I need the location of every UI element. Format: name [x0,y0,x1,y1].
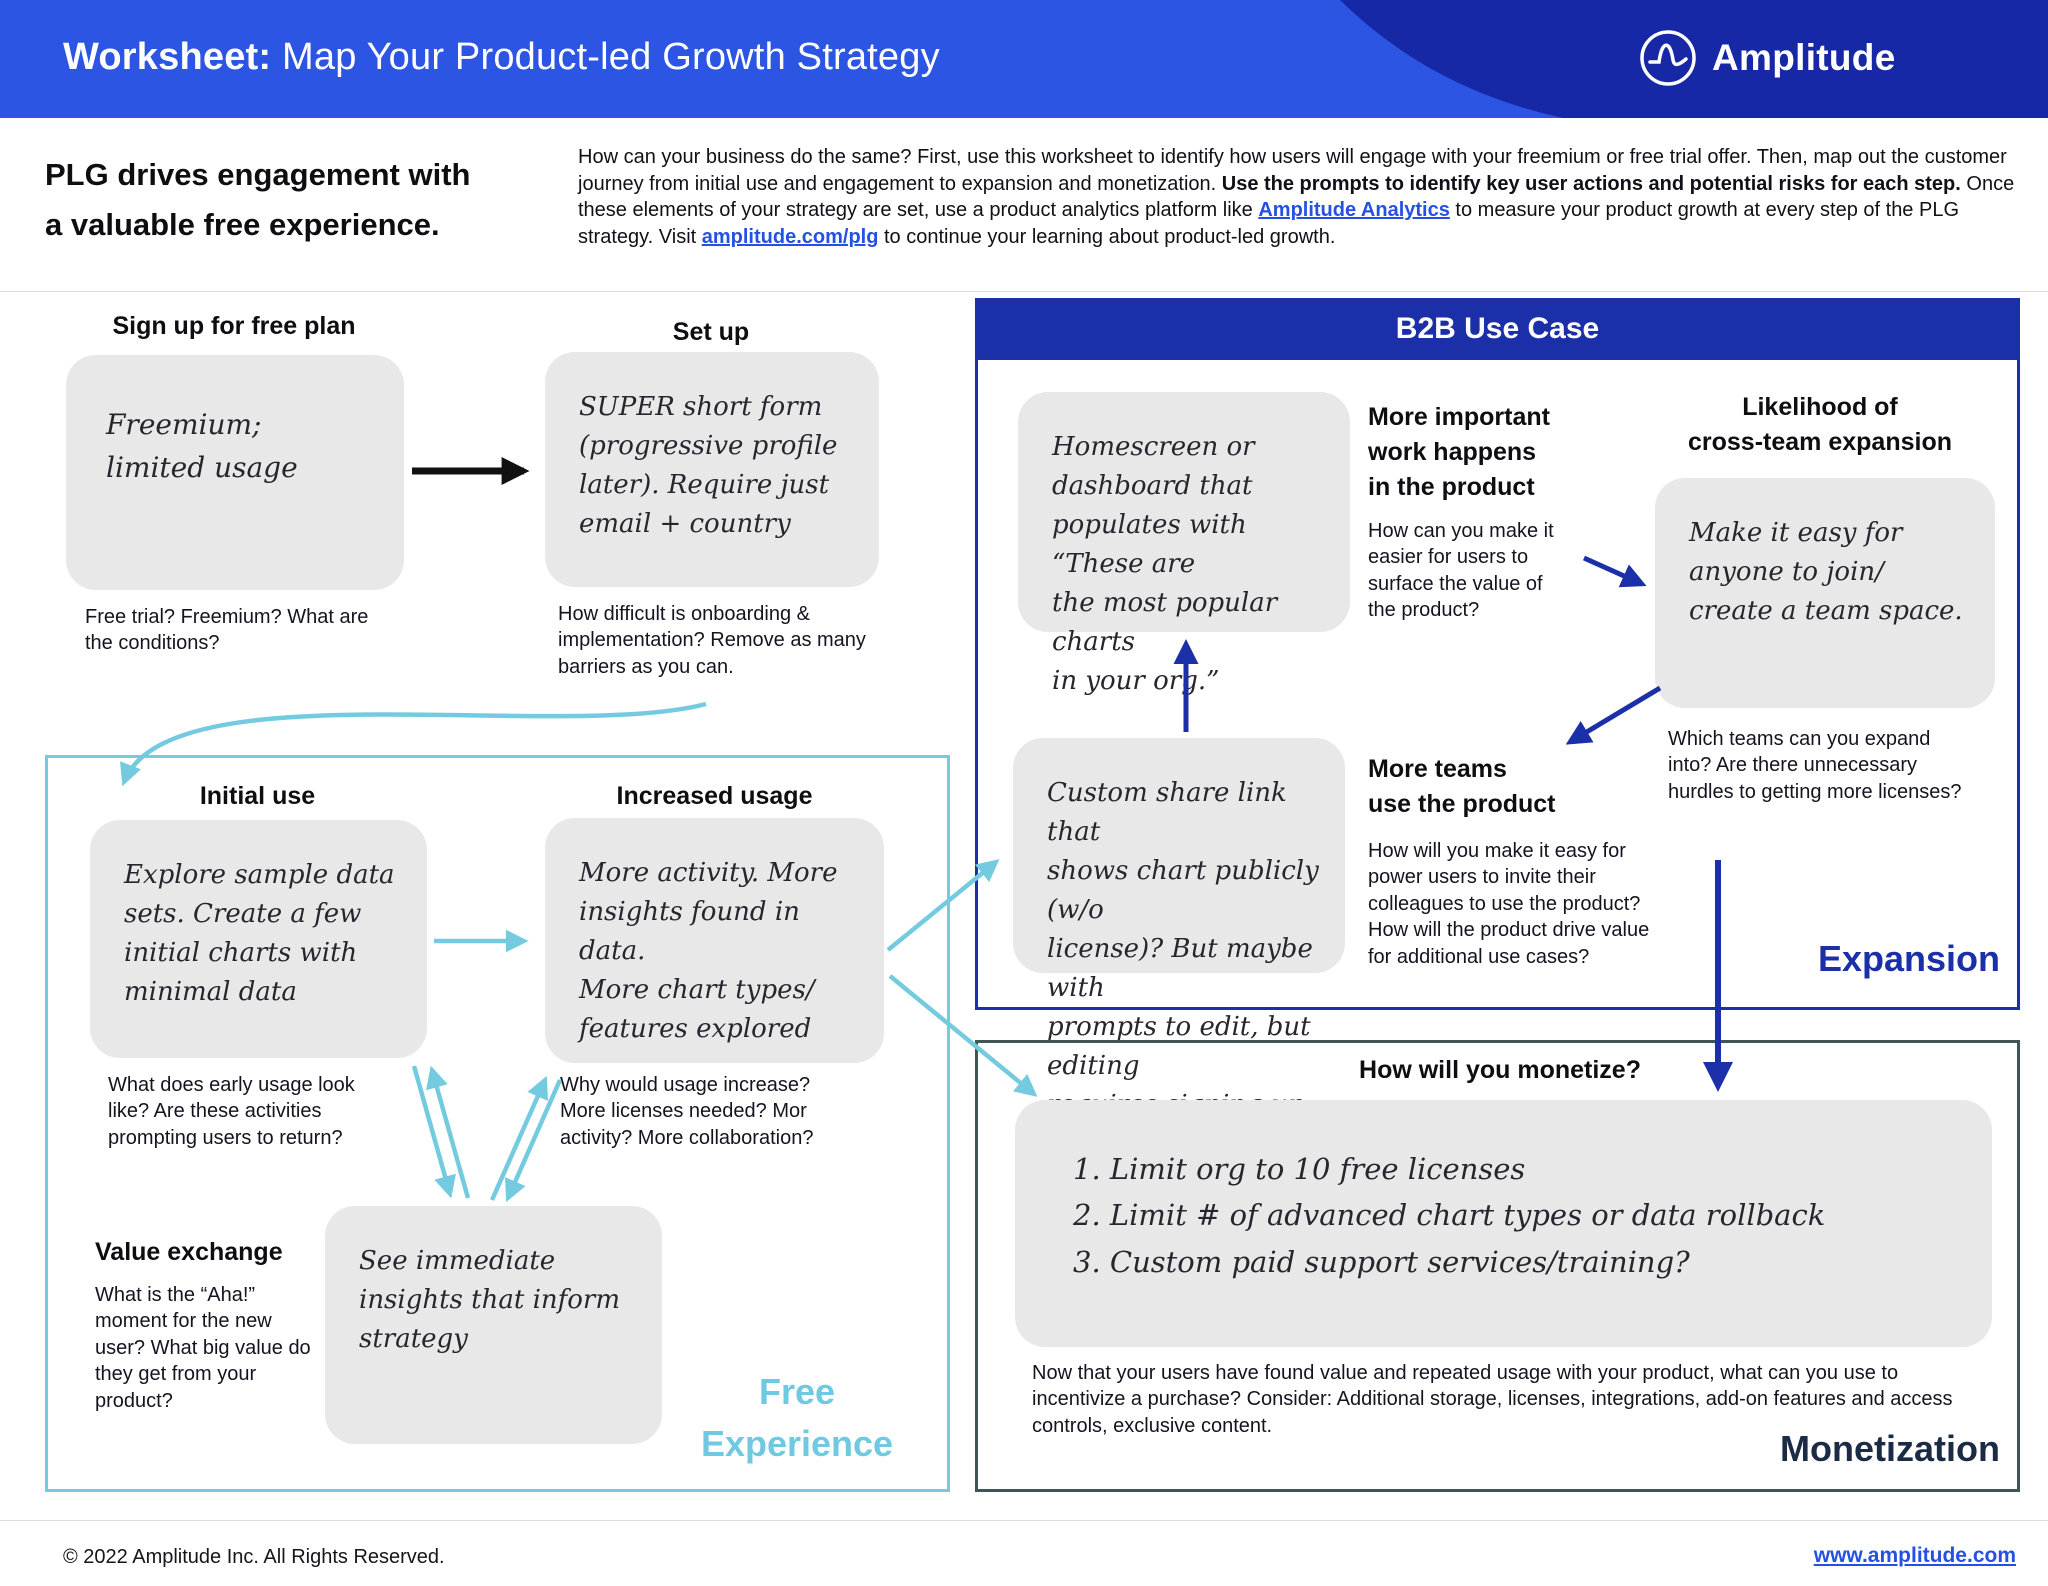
more-teams-heading: More teams use the product [1368,755,1556,818]
more-important-heading: More important work happens in the produ… [1368,403,1550,501]
copyright-text: © 2022 Amplitude Inc. All Rights Reserve… [63,1546,445,1568]
amplitude-website-link[interactable]: www.amplitude.com [1813,1544,2016,1567]
intro-text-3: to measure your product growth at every … [578,199,1960,248]
brand-name: Amplitude [1712,37,1896,78]
intro-headline: PLG drives engagement with a valuable fr… [45,157,471,242]
amplitude-plg-link[interactable]: amplitude.com/plg [701,225,879,248]
monetization-label: Monetization [1780,1428,2000,1469]
setup-note-box: SUPER short form (progressive profile la… [545,352,879,587]
setup-heading: Set up [672,318,750,346]
monetize-note-line: 1. Limit org to 10 free licenses [1073,1152,1526,1186]
monetization-container [975,1040,2020,1492]
more-important-caption: How can you make it easier for users to … [1368,520,1554,622]
insights-note-box: See immediate insights that inform strat… [325,1206,662,1444]
setup-caption: How difficult is onboarding & implementa… [558,603,866,678]
increased-usage-heading: Increased usage [616,782,813,810]
intro-text-bold: Use the prompts to identify key user act… [1221,172,1961,195]
likelihood-heading: Likelihood of cross-team expansion [1688,393,1952,456]
b2b-title-bar: B2B Use Case [975,298,2020,360]
intro-text-4: to continue your learning about product-… [878,225,1336,248]
monetize-note-line: 2. Limit # of advanced chart types or da… [1073,1198,1826,1233]
monetize-heading: How will you monetize? [1359,1056,1641,1084]
expansion-label: Expansion [1817,938,2000,979]
signup-heading: Sign up for free plan [112,312,356,340]
intro-paragraph: How can your business do the same? First… [578,144,2026,250]
amplitude-logo-icon [1640,30,1696,86]
page-title-rest: Map Your Product-led Growth Strategy [271,36,940,78]
value-exchange-caption: What is the “Aha!” moment for the new us… [95,1284,311,1412]
initial-use-note-box: Explore sample data sets. Create a few i… [90,820,427,1058]
initial-use-caption: What does early usage look like? Are the… [108,1074,355,1149]
brand: Amplitude [1638,28,1896,88]
which-teams-caption: Which teams can you expand into? Are the… [1668,728,1962,803]
increased-usage-caption: Why would usage increase? More licenses … [560,1074,814,1149]
footer: © 2022 Amplitude Inc. All Rights Reserve… [0,1520,2048,1586]
likelihood-note-box: Make it easy for anyone to join/ create … [1655,478,1995,708]
header-bar: Worksheet: Map Your Product-led Growth S… [0,0,2048,118]
intro-text-2: Once these elements of your strategy are… [578,172,2015,222]
monetize-note-box: 1. Limit org to 10 free licenses 2. Limi… [1015,1100,1992,1347]
signup-caption: Free trial? Freemium? What are the condi… [85,606,369,655]
value-exchange-heading: Value exchange [95,1238,283,1266]
amplitude-analytics-link[interactable]: Amplitude Analytics [1258,199,1450,222]
page-title-bold: Worksheet: [63,36,272,78]
monetize-caption: Now that your users have found value and… [1032,1362,1953,1437]
initial-use-heading: Initial use [199,782,316,810]
increased-usage-note-box: More activity. More insights found in da… [545,818,884,1063]
signup-note-box: Freemium; limited usage [66,355,404,590]
page-title: Worksheet: Map Your Product-led Growth S… [63,36,940,79]
share-link-note-box: Custom share link that shows chart publi… [1013,738,1345,1120]
more-teams-caption: How will you make it easy for power user… [1368,840,1650,968]
homescreen-note-box: Homescreen or dashboard that populates w… [1018,392,1350,696]
monetize-note-line: 3. Custom paid support services/training… [1073,1244,1690,1279]
intro-text-1: How can your business do the same? First… [578,146,2007,195]
intro-section: PLG drives engagement with a valuable fr… [0,118,2048,292]
free-experience-label: Free Experience [700,1371,894,1465]
